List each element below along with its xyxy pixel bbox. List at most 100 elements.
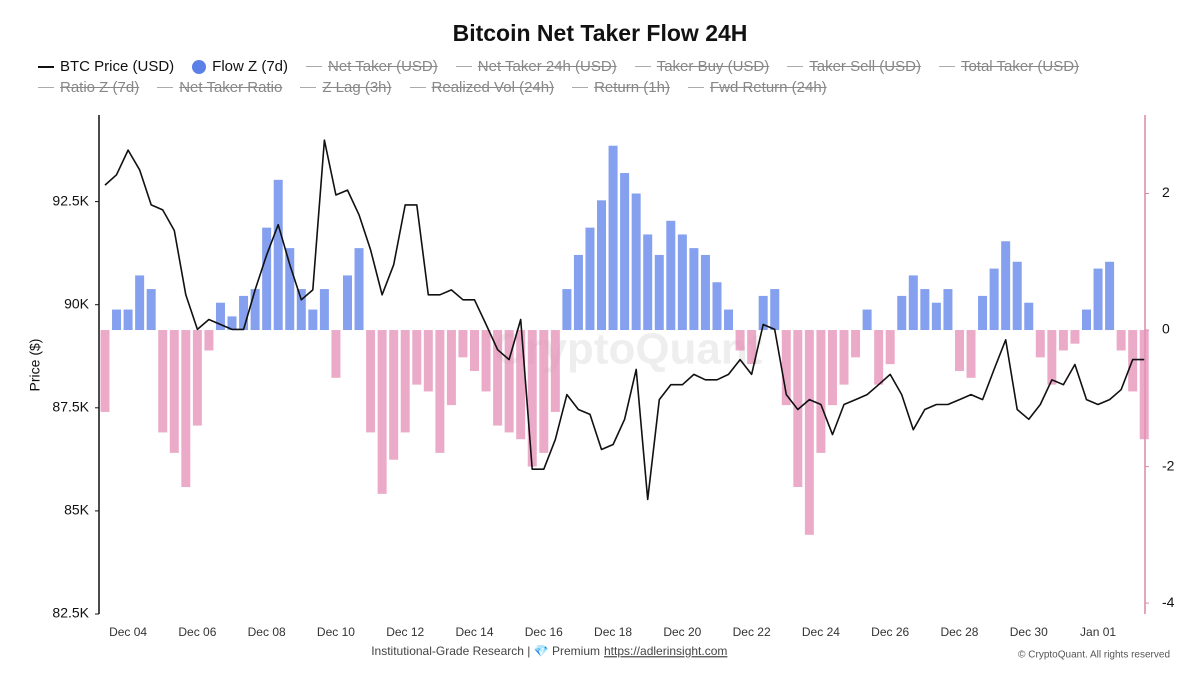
bar [285,248,295,331]
legend-item[interactable]: Net Taker (USD) [306,57,438,76]
legend-label: Fwd Return (24h) [709,79,827,96]
bar [458,330,468,358]
legend-item[interactable]: Z Lag (3h) [300,78,392,97]
price-line [104,139,1145,501]
legend-swatch [572,87,589,88]
bar [204,330,214,351]
legend-swatch [38,65,54,68]
bar [1070,330,1080,344]
bar [597,200,607,331]
y-axis-label: Price ($) [27,339,43,392]
source-link[interactable]: https://adlerinsight.com [604,644,727,658]
legend-label: Net Taker 24h (USD) [477,58,617,75]
bar [747,330,757,365]
bar [827,330,837,406]
bar [620,173,630,331]
bar [920,289,930,331]
legend-item[interactable]: Taker Buy (USD) [634,57,769,76]
bar [897,295,907,331]
source-note: Institutional-Grade Research | 💎 Premium [371,644,600,658]
bar [377,330,387,494]
legend-label: Z Lag (3h) [322,79,392,96]
bar [562,289,572,331]
legend-swatch [455,66,472,67]
legend-label: Taker Sell (USD) [809,58,921,75]
legend-item[interactable]: Return (1h) [572,78,670,97]
bar [112,309,122,331]
legend-swatch [157,87,174,88]
legend-item[interactable]: Net Taker Ratio [157,78,282,97]
bar [862,309,872,331]
bar [1105,261,1115,331]
bar [874,330,884,385]
bar [481,330,491,392]
legend-item[interactable]: Flow Z (7d) [192,57,288,76]
legend-item[interactable]: Taker Sell (USD) [787,57,921,76]
bar [319,289,329,331]
bar [954,330,964,371]
bar [389,330,399,460]
bar [250,289,260,331]
bar [239,295,249,331]
x-tick-label: Dec 18 [594,625,632,639]
legend-item[interactable]: BTC Price (USD) [38,57,174,76]
y2-tick-label: 2 [1162,184,1170,200]
bar [539,330,549,453]
bar [342,275,352,331]
bar [516,330,526,440]
legend-label: Realized Vol (24h) [431,79,555,96]
bar [585,227,595,331]
bar [400,330,410,433]
bar [227,316,237,331]
copyright: © CryptoQuant. All rights reserved [1018,650,1170,661]
bar [1093,268,1103,331]
bar [296,289,306,331]
bar [146,289,156,331]
bar [215,302,225,331]
legend-swatch [938,66,955,67]
legend-swatch [787,66,804,67]
bar [978,295,988,331]
bar [908,275,918,331]
x-tick-label: Jan 01 [1080,625,1116,639]
bar [666,220,676,331]
x-tick-label: Dec 12 [386,625,424,639]
y-tick-label: 85K [64,502,90,518]
x-tick-label: Dec 22 [733,625,771,639]
bar [608,145,618,331]
bar [816,330,826,453]
bar [1116,330,1126,351]
legend-label: Net Taker Ratio [179,79,283,96]
bar [527,330,537,467]
bar [885,330,895,365]
y-tick-label: 90K [64,295,90,311]
legend-item[interactable]: Realized Vol (24h) [409,78,555,97]
bar [839,330,849,385]
legend-swatch [192,59,207,74]
bar [643,234,653,331]
bar [758,295,768,331]
legend-item[interactable]: Ratio Z (7d) [38,78,139,97]
bar [100,330,110,412]
bar [851,330,861,358]
bar [966,330,976,378]
legend-item[interactable]: Net Taker 24h (USD) [455,57,617,76]
bar [1024,302,1034,331]
watermark: CryptoQuant [494,325,763,374]
bar [781,330,791,406]
bar [158,330,168,433]
bar [735,330,745,351]
bar [331,330,341,378]
legend-label: Flow Z (7d) [212,58,289,75]
legend-item[interactable]: Fwd Return (24h) [687,78,827,97]
bar [181,330,191,488]
x-tick-label: Dec 06 [178,625,216,639]
legend-item[interactable]: Total Taker (USD) [938,57,1080,76]
bar [493,330,503,426]
bar [135,275,145,331]
legend-label: Total Taker (USD) [960,58,1080,75]
bar [931,302,941,331]
legend-swatch [300,87,317,88]
